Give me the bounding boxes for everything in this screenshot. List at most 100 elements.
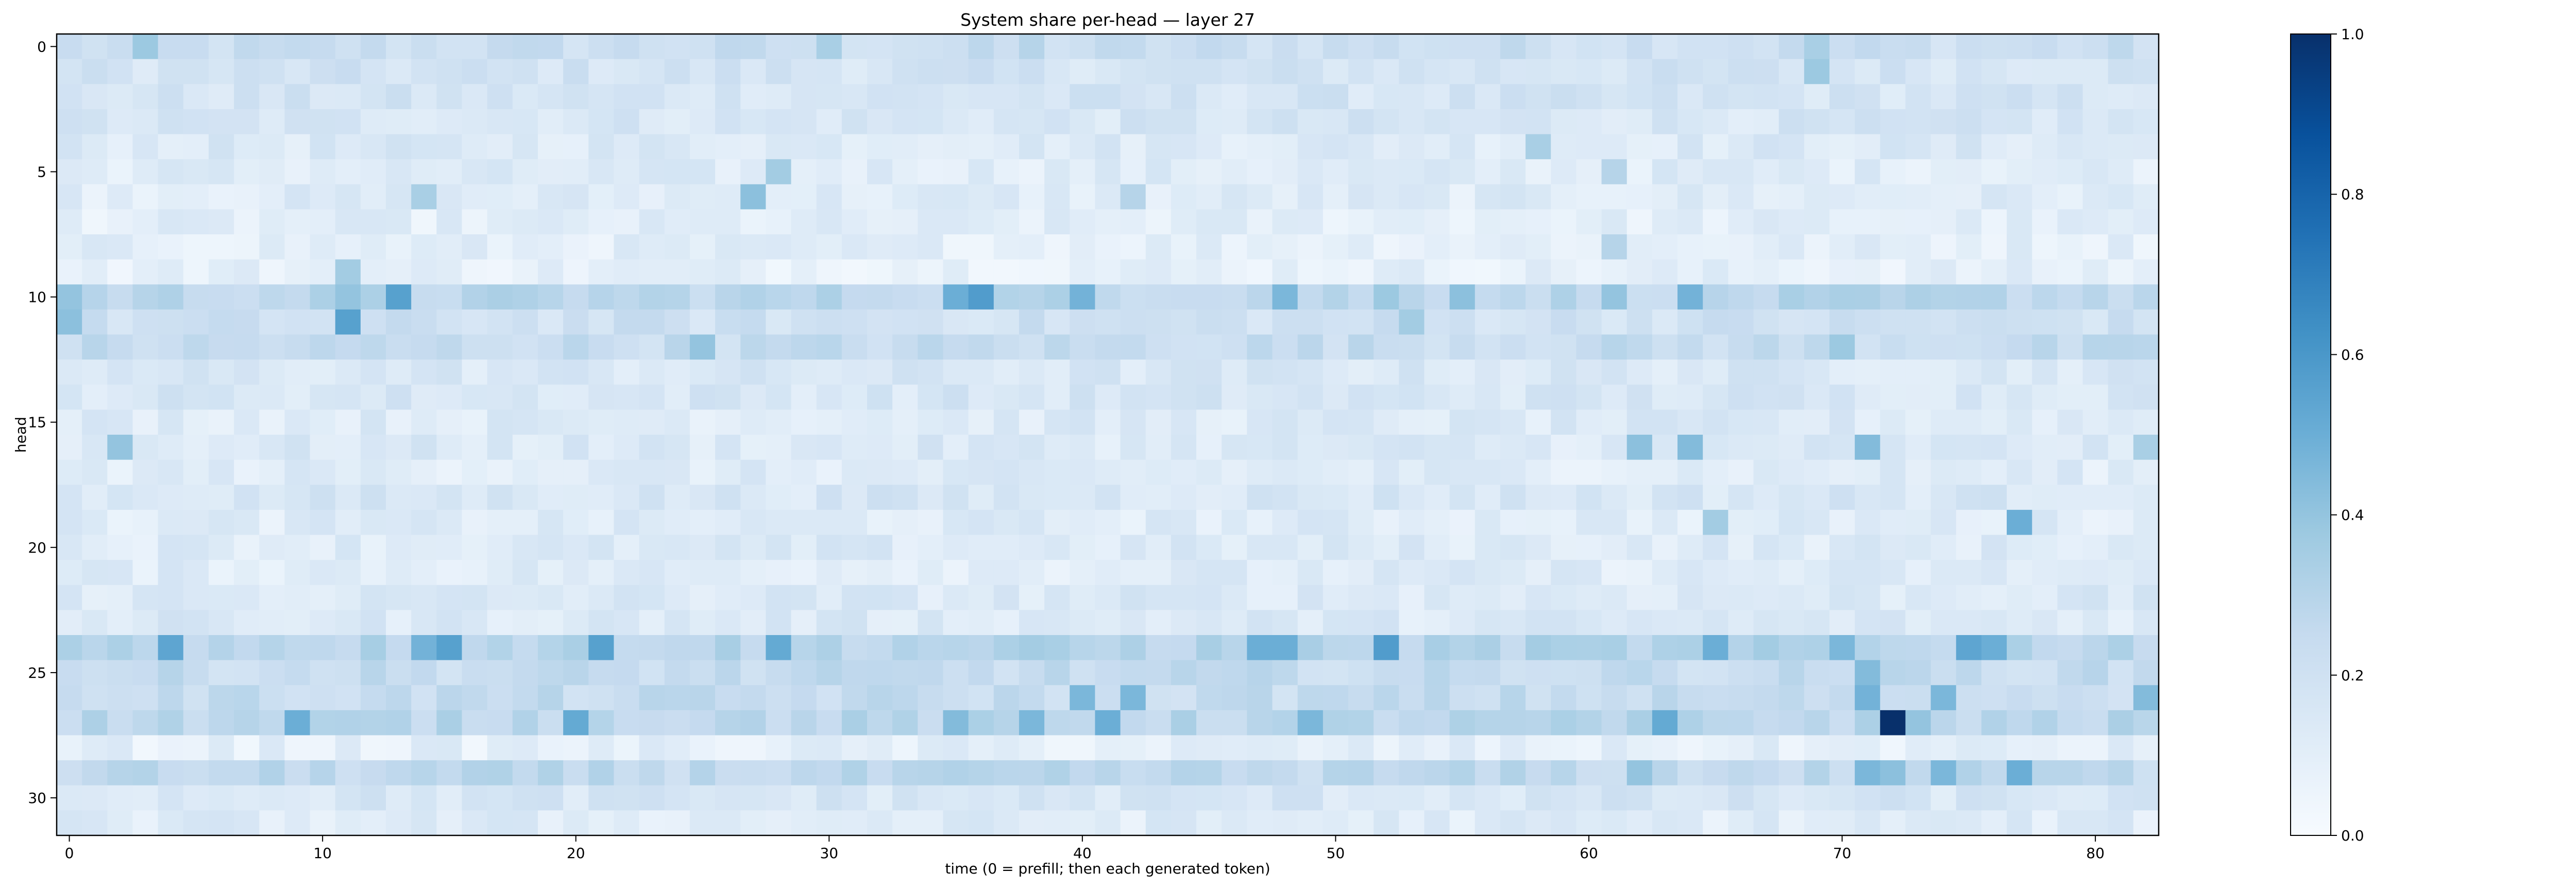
heatmap-cell: [335, 309, 361, 335]
heatmap-cell: [1449, 334, 1476, 360]
heatmap-cell: [1095, 660, 1121, 686]
heatmap-cell: [1196, 635, 1222, 661]
heatmap-cell: [2082, 535, 2109, 560]
heatmap-cell: [1576, 685, 1602, 711]
heatmap-cell: [1424, 259, 1450, 285]
heatmap-cell: [892, 635, 918, 661]
heatmap-cell: [1601, 59, 1628, 84]
heatmap-cell: [335, 159, 361, 185]
heatmap-cell: [1196, 485, 1222, 510]
heatmap-cell: [841, 334, 868, 360]
heatmap-cell: [2133, 685, 2159, 711]
heatmap-cell: [1677, 159, 1703, 185]
heatmap-cell: [1703, 635, 1728, 661]
heatmap-cell: [2082, 334, 2109, 360]
heatmap-cell: [360, 334, 386, 360]
heatmap-cell: [1576, 360, 1602, 385]
heatmap-cell: [918, 409, 944, 435]
heatmap-cell: [943, 435, 969, 460]
heatmap-cell: [563, 635, 589, 661]
heatmap-cell: [1956, 785, 1982, 811]
heatmap-cell: [715, 109, 741, 135]
heatmap-cell: [1070, 409, 1096, 435]
heatmap-cell: [158, 184, 184, 210]
heatmap-cell: [1449, 485, 1476, 510]
heatmap-cell: [284, 785, 311, 811]
heatmap-cell: [1576, 309, 1602, 335]
heatmap-cell: [1374, 309, 1399, 335]
heatmap-cell: [943, 284, 969, 310]
heatmap-cell: [740, 785, 766, 811]
heatmap-cell: [1070, 685, 1096, 711]
heatmap-cell: [588, 184, 615, 210]
heatmap-cell: [2032, 785, 2058, 811]
heatmap-cell: [740, 360, 766, 385]
heatmap-cell: [2133, 59, 2159, 84]
heatmap-cell: [993, 409, 1020, 435]
heatmap-cell: [411, 509, 437, 536]
heatmap-cell: [208, 710, 234, 736]
heatmap-cell: [1196, 209, 1222, 235]
heatmap-cell: [183, 334, 209, 360]
heatmap-cell: [259, 109, 285, 135]
heatmap-cell: [82, 660, 108, 686]
heatmap-cell: [1880, 409, 1906, 435]
heatmap-cell: [1323, 685, 1349, 711]
heatmap-cell: [462, 59, 488, 84]
heatmap-cell: [1804, 209, 1830, 235]
heatmap-cell: [234, 84, 260, 110]
heatmap-cell: [715, 84, 741, 110]
heatmap-cell: [766, 409, 792, 435]
heatmap-cell: [1981, 309, 2007, 335]
heatmap-cell: [1930, 710, 1957, 736]
heatmap-cell: [1272, 284, 1298, 310]
heatmap-cell: [2133, 209, 2159, 235]
heatmap-cell: [968, 34, 994, 60]
heatmap-cell: [1855, 485, 1880, 510]
heatmap-cell: [1930, 785, 1957, 811]
heatmap-cell: [1804, 84, 1830, 110]
heatmap-cell: [766, 209, 792, 235]
heatmap-cell: [1576, 660, 1602, 686]
heatmap-cell: [259, 134, 285, 160]
heatmap-cell: [993, 109, 1020, 135]
heatmap-cell: [1070, 209, 1096, 235]
heatmap-cell: [82, 234, 108, 260]
heatmap-cell: [57, 660, 82, 686]
heatmap-cell: [1778, 134, 1805, 160]
heatmap-cell: [1677, 585, 1703, 610]
heatmap-cell: [360, 660, 386, 686]
heatmap-cell: [689, 435, 716, 460]
heatmap-cell: [1652, 284, 1678, 310]
heatmap-cell: [1019, 660, 1045, 686]
heatmap-cell: [1297, 760, 1324, 786]
heatmap-cell: [766, 660, 792, 686]
heatmap-cell: [487, 384, 513, 410]
heatmap-cell: [158, 159, 184, 185]
heatmap-cell: [259, 585, 285, 610]
heatmap-cell: [816, 234, 842, 260]
heatmap-cell: [563, 184, 589, 210]
heatmap-cell: [436, 184, 463, 210]
heatmap-cell: [1374, 259, 1399, 285]
heatmap-cell: [1753, 760, 1780, 786]
heatmap-cell: [588, 535, 615, 560]
heatmap-cell: [1019, 435, 1045, 460]
heatmap-cell: [2007, 109, 2032, 135]
heatmap-cell: [2007, 360, 2032, 385]
heatmap-cell: [1576, 209, 1602, 235]
heatmap-cell: [1095, 209, 1121, 235]
heatmap-cell: [1145, 134, 1172, 160]
heatmap-cell: [537, 535, 564, 560]
heatmap-cell: [791, 509, 817, 536]
heatmap-cell: [1247, 134, 1273, 160]
heatmap-cell: [1019, 735, 1045, 761]
heatmap-cell: [1374, 159, 1399, 185]
colorbar-tick-label: 0.6: [2341, 346, 2364, 363]
heatmap-cell: [1120, 735, 1146, 761]
heatmap-cell: [791, 84, 817, 110]
heatmap-cell: [284, 259, 311, 285]
heatmap-cell: [259, 34, 285, 60]
heatmap-cell: [1070, 760, 1096, 786]
heatmap-cell: [107, 159, 133, 185]
